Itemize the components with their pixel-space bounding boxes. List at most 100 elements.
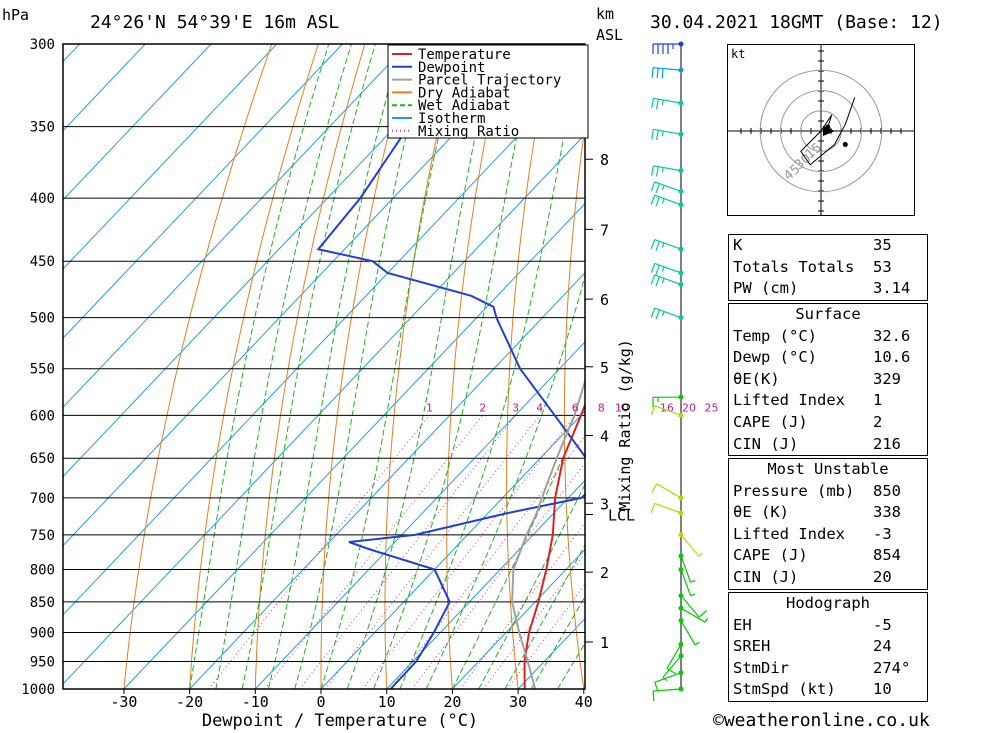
wind-barb [650,502,684,516]
wind-barb-flag [666,668,676,675]
wind-barb [650,307,684,321]
wind-barb-half-flag [661,99,664,106]
wind-barb-staff [653,67,682,71]
wind-barb-flag [656,98,659,110]
wind-barb-half-flag [661,167,664,173]
indices-table: K 35 Totals Totals 53 PW (cm) 3.14 [728,234,928,301]
wind-barb-dot [678,686,684,692]
wind-barb-staff [654,405,682,416]
wind-barb [650,262,684,276]
wind-barb-dot [678,593,684,599]
hodograph-panel: 15 30 45 kt [727,44,915,216]
hodo-row-stmdir: StmDir 274° [733,658,911,677]
mixing-ratio-tick-label: 1 [426,401,433,414]
plot-frame [62,43,586,690]
surface-row-thetae: θE(K) 329 [733,369,901,388]
wind-barb-staff [656,483,682,499]
wind-barb-flag [655,276,660,287]
pressure-tick-label: 550 [30,362,55,378]
mu-row-li: Lifted Index -3 [733,524,892,543]
storm-motion-arrow [823,126,835,136]
surface-row-cape: CAPE (J) 2 [733,412,883,431]
pressure-tick-label: 350 [30,120,55,136]
mixing-ratio-tick-label: 3 [512,401,519,414]
hodograph-stats-table: Hodograph EH -5 SREH 24 StmDir 274° StmSpd … [728,592,928,702]
wind-barb-half-flag [698,552,704,557]
wind-barb [678,532,704,557]
x-tick-label: 40 [575,693,593,711]
pressure-tick-label: 950 [30,655,55,671]
wind-barb-staff [680,607,706,623]
hodograph-ring [780,90,862,172]
wet-adiabat-line [294,44,430,689]
wind-barb-flag [655,264,660,275]
height-tick-label: 5 [600,359,609,377]
wind-barb-staff [680,534,700,557]
mixing-ratio-line [299,414,516,689]
isotherm-line [189,272,585,689]
x-tick-label: 0 [316,693,325,711]
x-tick-label: -10 [242,693,269,711]
wind-barb [650,274,684,288]
wind-barb [651,67,684,79]
mixing-ratio-axis-label: Mixing Ratio (g/kg) [616,339,634,511]
most-unstable-title: Most Unstable [767,460,889,478]
pressure-tick-label: 650 [30,451,55,467]
wind-barb [650,405,684,418]
legend-entry: Mixing Ratio [418,124,519,140]
mixing-ratio-tick-label: 25 [705,401,719,414]
mixing-ratio-tick-label: 4 [536,401,543,414]
wind-barb [678,605,709,623]
pressure-tick-label: 700 [30,491,55,507]
wind-barb [666,641,684,675]
wind-barb-staff [662,655,682,678]
legend-entry: Dry Adiabat [418,85,511,101]
height-tick-label: 3 [600,495,609,513]
wind-barb-dot [678,532,684,538]
height-unit-km: km [596,5,615,23]
surface-row-dewp: Dewp (°C) 10.6 [733,348,911,367]
wind-barb [650,194,684,208]
wet-adiabat-line [346,44,496,689]
surface-row-li: Lifted Index 1 [733,391,883,410]
mixing-ratio-tick-label: 2 [479,401,486,414]
mixing-ratio-tick-label: 6 [572,401,579,414]
wind-barb-flag [650,307,656,318]
mixing-ratio-tick-label: 10 [615,401,629,414]
wind-barb-staff [680,569,692,597]
wind-barb-half-flag [690,593,696,597]
wind-barb-dot [678,394,684,400]
wind-barb-flag [650,239,656,250]
isotherm-line [63,133,585,685]
pressure-tick-label: 800 [30,562,55,578]
wind-barb-dot [678,168,684,174]
dry-adiabat-line [970,44,1000,689]
wind-barb-flag [650,274,656,285]
mixing-ratio-tick-label: 8 [598,401,605,414]
wind-barb-half-flag [661,198,665,204]
wind-barb-dot [678,282,684,288]
wet-adiabat-line [320,44,461,689]
location-title: 24°26'N 54°39'E 16m ASL [90,12,340,33]
wind-barb-flag [650,194,656,205]
parcel-trajectory-line [511,378,585,689]
pressure-tick-label: 300 [30,37,55,53]
wind-barb-half-flag [662,676,668,681]
index-row-pw: PW (cm) 3.14 [733,279,911,298]
pressure-tick-label: 850 [30,595,55,611]
mixing-ratio-tick-label: 20 [682,401,696,414]
wind-barb-flag [655,183,660,194]
wind-barb [650,181,684,194]
wind-barb-half-flag [661,278,665,284]
lcl-label: LCL [608,506,635,524]
wind-barb-half-flag [704,617,709,623]
wind-barb-dot [678,188,684,194]
copyright-link[interactable]: ©weatheronline.co.uk [713,710,930,731]
wind-barb-flag [650,263,656,274]
wet-adiabat-line [451,404,585,689]
wet-adiabat-line [504,544,585,689]
hodograph-point [842,142,848,147]
isotherm-line [452,548,585,689]
